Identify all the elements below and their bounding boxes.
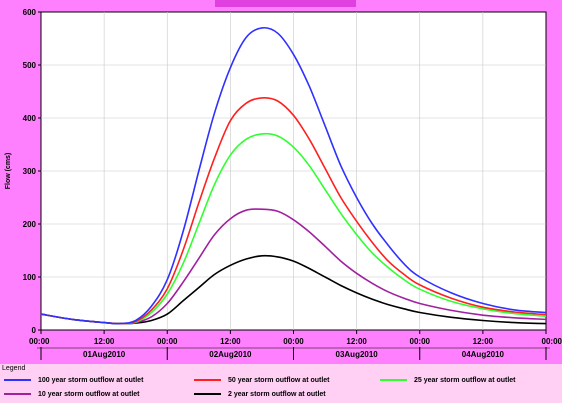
y-tick-label: 300	[23, 167, 37, 176]
date-label: 01Aug2010	[83, 350, 126, 359]
y-tick-label: 500	[23, 61, 37, 70]
x-tick-label: 00:00	[29, 337, 50, 346]
legend-swatch	[194, 379, 221, 381]
legend-swatch	[4, 379, 31, 381]
legend-label: 100 year storm outflow at outlet	[38, 376, 144, 384]
series-lines	[40, 26, 547, 325]
y-tick-label: 100	[23, 273, 37, 282]
x-tick-label: 12:00	[94, 337, 115, 346]
legend-item: 100 year storm outflow at outlet	[4, 375, 143, 385]
legend-title: Legend	[2, 365, 26, 372]
legend-item: 50 year storm outflow at outlet	[194, 375, 330, 385]
series-line-2	[40, 132, 547, 325]
y-axis-label: Flow (cms)	[5, 153, 12, 190]
date-label: 03Aug2010	[336, 350, 379, 359]
series-line-1	[40, 96, 547, 325]
legend-swatch	[4, 393, 31, 395]
legend-label: 50 year storm outflow at outlet	[228, 376, 330, 384]
x-tick-label: 00:00	[157, 337, 178, 346]
legend-panel: Legend 100 year storm outflow at outlet 5…	[0, 364, 562, 403]
y-tick-label: 400	[23, 114, 37, 123]
x-tick-label: 12:00	[473, 337, 494, 346]
x-tick-label: 00:00	[283, 337, 304, 346]
date-label: 04Aug2010	[462, 350, 505, 359]
legend-label: 10 year storm outflow at outlet	[38, 390, 140, 398]
legend-label: 25 year storm outflow at outlet	[414, 376, 516, 384]
y-tick-label: 600	[23, 8, 37, 17]
date-label: 02Aug2010	[209, 350, 252, 359]
x-tick-label: 00:00	[410, 337, 431, 346]
legend-item: 10 year storm outflow at outlet	[4, 389, 140, 399]
flow-chart: 0 100 200 300 400 500 600 00:00 12:00 00:00 12:00…	[5, 8, 562, 360]
x-tick-label: 12:00	[346, 337, 367, 346]
y-tick-label: 200	[23, 220, 37, 229]
legend-item: 25 year storm outflow at outlet	[380, 375, 516, 385]
grid-lines	[41, 12, 546, 330]
y-axis: 0 100 200 300 400 500 600	[23, 8, 41, 335]
legend-swatch	[380, 379, 407, 381]
y-tick-label: 0	[32, 326, 37, 335]
series-line-0	[40, 26, 547, 325]
x-tick-label: 00:00	[542, 337, 562, 346]
legend-label: 2 year storm outflow at outlet	[228, 390, 326, 398]
series-line-4	[40, 254, 547, 325]
legend-item: 2 year storm outflow at outlet	[194, 389, 326, 399]
title-bar-strip	[215, 0, 356, 7]
series-line-3	[40, 208, 547, 325]
x-axis: 00:00 12:00 00:00 12:00 00:00 12:00 00:00 12:00…	[29, 330, 562, 360]
legend-swatch	[194, 393, 221, 395]
x-tick-label: 12:00	[220, 337, 241, 346]
